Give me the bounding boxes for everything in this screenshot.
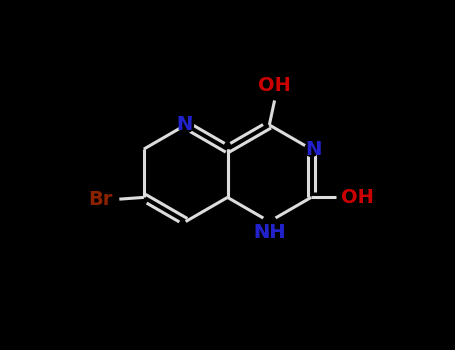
Text: OH: OH xyxy=(341,188,374,207)
Text: N: N xyxy=(176,116,192,134)
Text: NH: NH xyxy=(253,223,286,242)
Text: NH: NH xyxy=(253,223,286,242)
Text: N: N xyxy=(176,116,192,134)
Text: N: N xyxy=(305,140,321,159)
Text: Br: Br xyxy=(88,190,112,209)
Text: N: N xyxy=(305,140,321,159)
Text: OH: OH xyxy=(258,76,291,95)
